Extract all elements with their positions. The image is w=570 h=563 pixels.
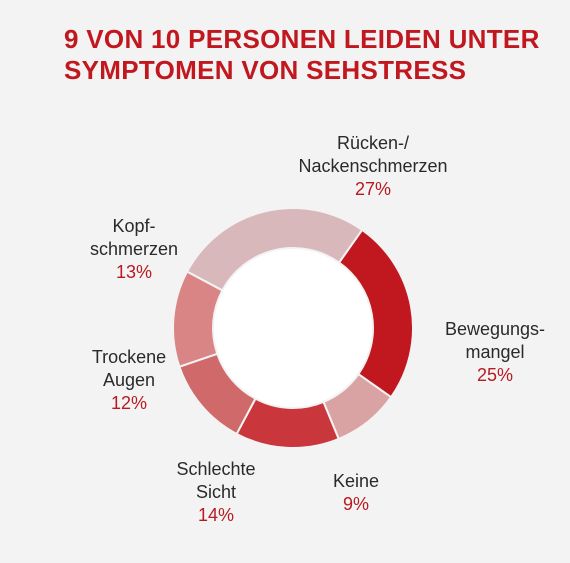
slice-value-bewegung: 25% [476,365,514,385]
slice-name-sicht-line-1: Schlechte [176,459,256,479]
slice-name-sicht-line-2: Sicht [195,482,237,502]
slice-value-ruecken: 27% [354,179,392,199]
slice-name-ruecken-line-1: Rücken-/ [336,133,410,153]
slice-name-bewegung-line-2: mangel [465,342,525,362]
slice-label-schlechte-sicht: Schlechte Sicht 14% [156,458,276,527]
slice-name-keine: Keine [332,471,380,491]
slice-label-trockene-augen: Trockene Augen 12% [76,346,182,415]
slice-name-kopf-line-2: schmerzen [89,239,179,259]
slice-label-keine: Keine 9% [306,470,406,516]
slice-label-ruecken: Rücken-/ Nackenschmerzen 27% [273,132,473,201]
slice-name-ruecken-line-2: Nackenschmerzen [298,156,448,176]
slice-name-augen-line-2: Augen [102,370,156,390]
slice-name-kopf-line-1: Kopf- [112,216,156,236]
slice-value-kopf: 13% [115,262,153,282]
slice-label-bewegung: Bewegungs- mangel 25% [428,318,562,387]
slice-value-keine: 9% [342,494,369,514]
donut-hole [214,249,372,407]
slice-value-augen: 12% [110,393,148,413]
chart-title-line-1: 9 VON 10 PERSONEN LEIDEN UNTER [64,24,540,54]
slice-name-augen-line-1: Trockene [91,347,167,367]
slice-name-bewegung-line-1: Bewegungs- [444,319,546,339]
slice-value-sicht: 14% [197,505,235,525]
donut-slice-kopfschmerzen [172,270,224,368]
chart-title-line-2: SYMPTOMEN VON SEHSTRESS [64,55,467,85]
slice-label-kopfschmerzen: Kopf- schmerzen 13% [82,215,186,284]
chart-title: 9 VON 10 PERSONEN LEIDEN UNTER SYMPTOMEN… [64,24,544,86]
